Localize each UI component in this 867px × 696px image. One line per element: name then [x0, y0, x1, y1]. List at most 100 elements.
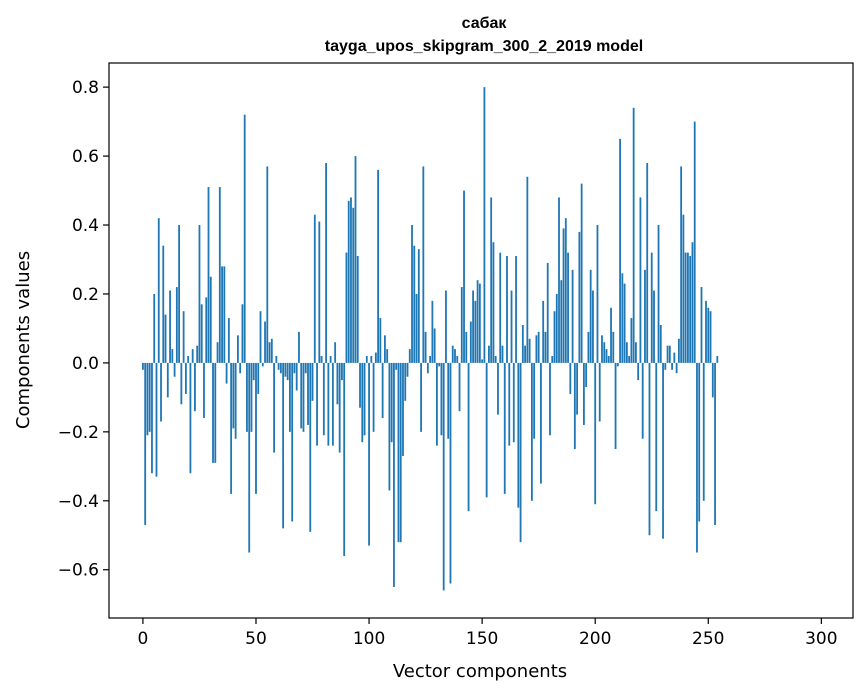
bar-62: [282, 362, 285, 529]
bar-9: [162, 245, 165, 363]
bar-27: [203, 362, 205, 419]
bar-165: [515, 256, 517, 363]
bar-154: [490, 197, 493, 363]
bar-33: [216, 342, 219, 363]
bar-79: [320, 356, 323, 363]
bar-2: [146, 362, 149, 436]
bar-77: [316, 362, 318, 446]
bar-13: [171, 349, 174, 363]
bar-55: [266, 166, 269, 363]
bar-146: [472, 290, 474, 363]
bar-233: [668, 345, 671, 363]
bar-194: [580, 183, 583, 363]
bar-88: [341, 362, 343, 381]
bar-207: [610, 307, 612, 363]
bar-24: [196, 345, 199, 363]
bar-107: [383, 335, 386, 363]
bar-245: [696, 362, 698, 553]
bar-225: [650, 252, 653, 363]
bar-34: [218, 187, 221, 363]
bar-183: [555, 293, 558, 363]
bar-78: [318, 221, 321, 363]
bar-242: [689, 256, 692, 363]
bar-152: [485, 362, 488, 498]
bar-139: [456, 356, 459, 363]
bar-8: [160, 362, 162, 422]
bar-158: [499, 252, 502, 363]
bar-111: [393, 362, 395, 587]
bar-184: [558, 197, 560, 363]
bar-190: [571, 269, 574, 363]
bar-47: [248, 362, 251, 553]
bar-227: [655, 362, 658, 512]
bar-69: [298, 331, 300, 363]
bar-185: [560, 280, 563, 363]
bar-163: [510, 290, 513, 363]
bar-210: [616, 362, 619, 367]
bar-1: [144, 362, 147, 525]
bar-75: [311, 362, 314, 401]
bar-80: [322, 362, 325, 436]
bar-166: [517, 362, 520, 508]
bar-129: [433, 328, 436, 363]
bar-96: [359, 362, 361, 408]
bar-0: [142, 362, 144, 370]
bar-124: [422, 166, 425, 363]
bar-148: [476, 280, 479, 363]
x-tick-label: 250: [692, 629, 724, 649]
bar-193: [578, 231, 581, 363]
bar-174: [535, 335, 538, 363]
bar-42: [237, 335, 239, 363]
bar-153: [488, 345, 490, 363]
bar-89: [343, 362, 346, 556]
bar-187: [564, 218, 567, 363]
bar-151: [483, 87, 486, 363]
x-tick-label: 150: [466, 629, 498, 649]
bar-57: [270, 338, 273, 363]
bar-230: [662, 362, 664, 539]
bar-217: [632, 107, 635, 363]
bar-51: [257, 362, 260, 394]
bar-179: [546, 262, 549, 363]
bar-161: [506, 256, 508, 363]
bar-68: [295, 362, 298, 391]
bar-137: [451, 345, 454, 363]
bar-91: [347, 200, 350, 363]
bar-177: [542, 300, 545, 363]
bar-72: [304, 362, 307, 374]
bar-100: [368, 362, 370, 546]
bar-54: [264, 321, 266, 363]
bar-118: [408, 349, 411, 363]
bar-248: [702, 362, 705, 501]
bar-235: [673, 352, 676, 363]
bar-202: [598, 362, 601, 422]
bar-82: [327, 362, 330, 446]
bar-5: [153, 293, 156, 363]
bar-171: [528, 338, 531, 363]
bar-156: [494, 356, 497, 363]
bar-105: [379, 318, 382, 363]
bar-199: [592, 290, 594, 363]
bar-133: [442, 362, 445, 591]
chart-subtitle: tayga_upos_skipgram_300_2_2019 model: [325, 38, 643, 55]
bar-219: [637, 362, 640, 381]
bar-244: [693, 121, 696, 363]
bar-40: [232, 362, 235, 429]
bar-66: [291, 362, 294, 522]
bar-160: [503, 362, 506, 494]
bar-99: [365, 356, 368, 363]
plot-frame: [108, 62, 854, 619]
bar-176: [540, 362, 542, 484]
bar-138: [454, 349, 456, 363]
bar-113: [397, 362, 400, 543]
bar-15: [175, 287, 178, 363]
y-tick-label: 0.6: [72, 147, 99, 167]
bar-95: [356, 256, 359, 363]
bar-157: [497, 362, 499, 415]
bar-198: [589, 269, 592, 363]
bar-131: [438, 362, 441, 367]
bar-81: [325, 162, 327, 363]
bar-211: [619, 138, 621, 363]
bar-150: [481, 359, 484, 363]
